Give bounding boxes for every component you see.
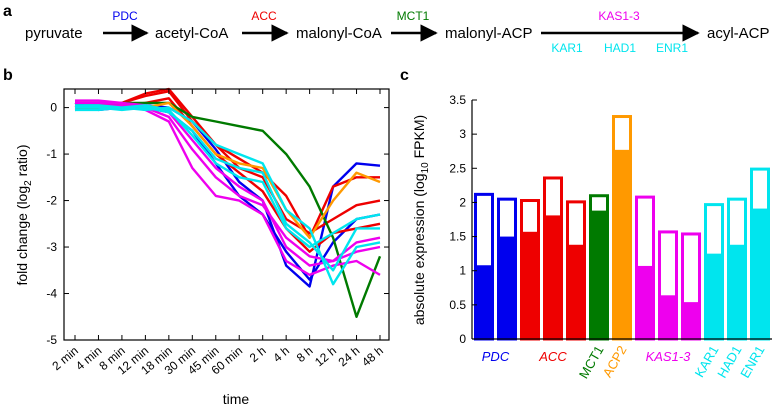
bar-group <box>474 115 770 341</box>
bar-fill-pdc <box>497 236 517 339</box>
x-tick-label: 12 h <box>312 344 339 370</box>
series-line-acc-2 <box>74 87 381 235</box>
y-axis-label: fold change (log2 ratio) <box>14 145 34 286</box>
category-label-acp2: ACP2 <box>600 343 630 380</box>
y-tick-label: -2 <box>46 194 57 208</box>
category-label-kas1-3: KAS1-3 <box>646 349 692 364</box>
x-tick-label: 4 min <box>73 344 104 374</box>
bar-fill-acc <box>543 215 563 339</box>
x-axis-label: time <box>223 391 250 407</box>
x-tick-label: 4 h <box>270 344 292 365</box>
x-tick-label: 8 h <box>294 344 316 365</box>
bar-y-tick-label: 2.5 <box>449 161 466 175</box>
bar-y-tick-label: 2 <box>459 195 466 209</box>
bar-y-tick-label: 0 <box>459 332 466 346</box>
y-tick-label: -1 <box>46 147 57 161</box>
bar-y-tick-label: 0.5 <box>449 298 466 312</box>
enzyme-had1: HAD1 <box>604 41 636 55</box>
line-series-group <box>74 87 382 318</box>
series-line-mct1 <box>74 101 382 318</box>
bar-fill-kas1-3 <box>635 265 655 339</box>
panel-label-b: b <box>3 67 13 84</box>
enzyme-enr1: ENR1 <box>656 41 688 55</box>
metabolite-acetyl-coa: acetyl-CoA <box>155 25 228 42</box>
series-line-kar1 <box>75 104 381 286</box>
bar-fill-kar1 <box>704 253 724 339</box>
bar-y-tick-label: 3 <box>459 127 466 141</box>
bar-y-label-subscript: 10 <box>420 162 431 174</box>
category-label-pdc: PDC <box>482 349 510 364</box>
metabolite-acyl-acp: acyl-ACP <box>707 25 770 42</box>
x-tick-label: 2 h <box>247 344 269 365</box>
metabolite-malonyl-coa: malonyl-CoA <box>296 25 382 42</box>
bar-y-tick-label: 3.5 <box>449 93 466 107</box>
bar-y-tick-label: 1.5 <box>449 230 466 244</box>
y-label-prefix: fold change (log <box>14 186 30 286</box>
y-tick-label: 0 <box>50 101 57 115</box>
bar-y-ticks: 0 0.5 1 1.5 2 2.5 3 3.5 <box>449 93 477 346</box>
category-label-enr1: ENR1 <box>737 343 767 381</box>
bar-fill-pdc <box>474 265 494 339</box>
panel-label-c: c <box>400 67 409 84</box>
panel-label-a: a <box>3 3 12 20</box>
y-ticks: 0 -1 -2 -3 -4 -5 <box>46 101 389 347</box>
bar-y-tick-label: 1 <box>459 264 466 278</box>
metabolite-pyruvate: pyruvate <box>25 25 83 42</box>
y-tick-label: -5 <box>46 333 57 347</box>
y-label-suffix: ratio) <box>14 145 30 181</box>
enzyme-kas1-3: KAS1-3 <box>598 9 640 23</box>
bar-fill-acp2 <box>612 149 632 339</box>
bar-fill-kas1-3 <box>658 295 678 339</box>
series-line-kas1-3-3 <box>74 104 381 277</box>
pathway-panel: a pyruvate PDC acetyl-CoA ACC malonyl-Co… <box>3 3 770 55</box>
bar-fill-enr1 <box>750 208 770 339</box>
enzyme-acc: ACC <box>251 9 277 23</box>
enzyme-kar1: KAR1 <box>551 41 583 55</box>
y-tick-label: -4 <box>46 287 57 301</box>
y-label-subscript: 2 <box>23 180 34 186</box>
bar-fill-acc <box>566 244 586 339</box>
bar-fill-acc <box>520 231 540 339</box>
bar-y-axis-label: absolute expression (log10 FPKM) <box>411 115 431 325</box>
series-line-pdc-2 <box>75 104 381 281</box>
y-tick-label: -3 <box>46 240 57 254</box>
metabolite-malonyl-acp: malonyl-ACP <box>445 25 533 42</box>
series-line-enr1 <box>75 104 381 249</box>
series-line-had1 <box>75 106 380 272</box>
bar-fill-mct1 <box>589 210 609 339</box>
bar-fill-kas1-3 <box>681 302 701 339</box>
category-label-mct1: MCT1 <box>576 343 607 381</box>
bar-y-label-suffix: FPKM) <box>411 115 427 162</box>
line-chart-frame <box>63 88 390 341</box>
enzyme-mct1: MCT1 <box>397 9 430 23</box>
enzyme-pdc: PDC <box>112 9 138 23</box>
x-tick-label: 48 h <box>359 344 386 370</box>
x-tick-label: 24 h <box>336 344 363 370</box>
series-line-acc-3 <box>74 97 381 253</box>
series-line-kas1-3-2 <box>75 101 381 267</box>
x-tick-label: 2 min <box>49 344 80 374</box>
bar-fill-had1 <box>727 244 747 339</box>
category-label-acc: ACC <box>538 349 567 364</box>
bar-y-label-prefix: absolute expression (log <box>411 173 427 325</box>
